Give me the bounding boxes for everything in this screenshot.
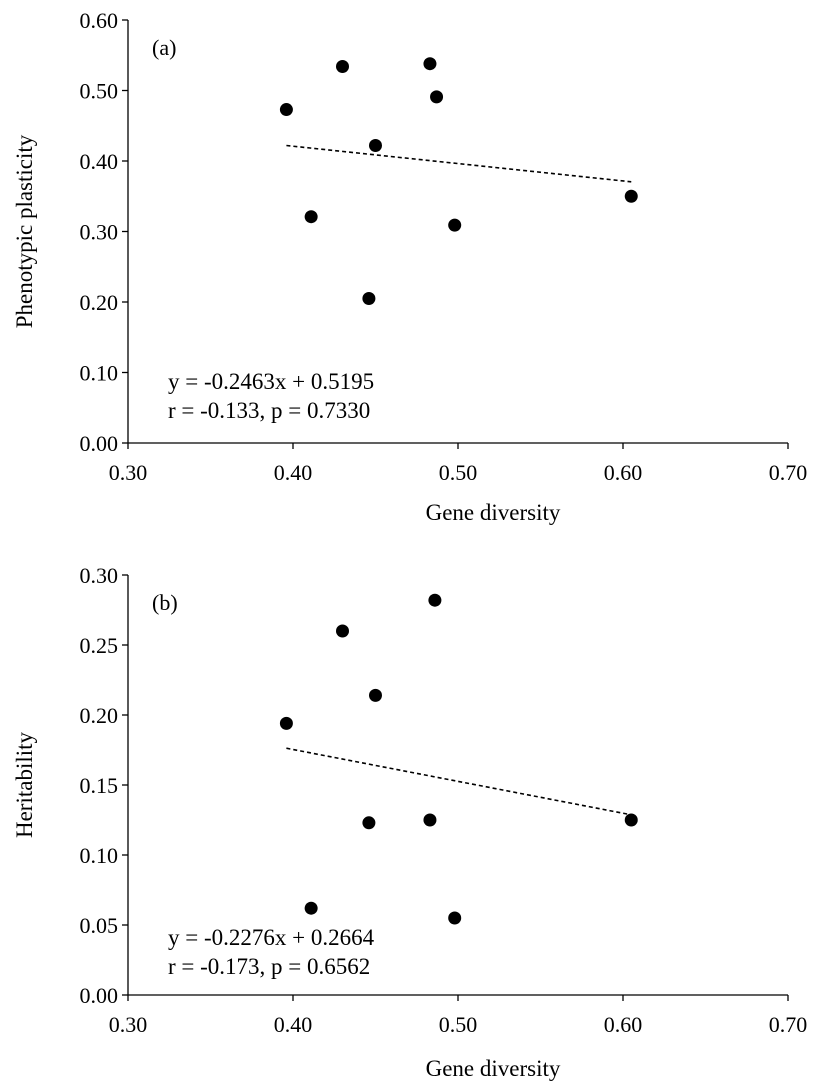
trendline <box>286 144 632 183</box>
x-tick-label: 0.50 <box>439 1012 478 1037</box>
y-tick-label: 0.30 <box>80 220 119 245</box>
trendline <box>286 747 632 816</box>
x-tick-label: 0.70 <box>769 1012 808 1037</box>
data-point <box>423 57 437 71</box>
y-axis-title: Heritability <box>12 731 37 838</box>
panel-label: (b) <box>152 590 178 615</box>
x-axis-title: Gene diversity <box>426 1056 561 1081</box>
panel-a: 0.00 0.10 0.20 0.30 0.40 0.50 0.60 0.30 0.40 0.50… <box>12 8 807 525</box>
x-tick-label: 0.30 <box>109 460 148 485</box>
x-tick-label: 0.50 <box>439 460 478 485</box>
data-point <box>624 189 638 203</box>
y-tick-label: 0.25 <box>80 633 119 658</box>
y-tick-label: 0.00 <box>80 431 119 456</box>
y-tick-label: 0.05 <box>80 913 119 938</box>
data-point <box>362 816 376 830</box>
x-tick-label: 0.60 <box>604 1012 643 1037</box>
data-point <box>279 103 293 117</box>
y-axis-title: Phenotypic plasticity <box>12 134 37 328</box>
data-point <box>336 60 349 74</box>
data-point <box>423 813 437 827</box>
data-point <box>430 90 444 104</box>
data-point <box>369 688 382 702</box>
regression-annotation: r = -0.133, p = 0.7330 <box>168 398 370 423</box>
data-point <box>279 716 293 730</box>
data-point <box>336 624 349 638</box>
x-tick-label: 0.40 <box>274 460 313 485</box>
x-axis-title: Gene diversity <box>426 500 561 525</box>
data-point <box>448 218 462 232</box>
y-tick-label: 0.40 <box>80 149 119 174</box>
x-tick-label: 0.40 <box>274 1012 313 1037</box>
y-tick-label: 0.50 <box>80 79 119 104</box>
data-point <box>304 210 318 224</box>
x-tick-label: 0.30 <box>109 1012 148 1037</box>
regression-annotation: r = -0.173, p = 0.6562 <box>168 954 370 979</box>
data-point <box>448 911 462 925</box>
x-tick-label: 0.60 <box>604 460 643 485</box>
y-tick-label: 0.10 <box>80 843 119 868</box>
y-tick-label: 0.10 <box>80 361 119 386</box>
panel-label: (a) <box>152 35 176 60</box>
regression-annotation: y = -0.2463x + 0.5195 <box>168 369 374 394</box>
data-point <box>369 138 382 152</box>
regression-annotation: y = -0.2276x + 0.2664 <box>168 925 375 950</box>
panel-b: 0.00 0.05 0.10 0.15 0.20 0.25 0.30 0.30 0.40 0.50… <box>12 563 807 1081</box>
y-tick-label: 0.15 <box>80 773 119 798</box>
x-tick-label: 0.70 <box>769 460 808 485</box>
y-tick-label: 0.00 <box>80 983 119 1008</box>
data-point <box>304 901 318 915</box>
y-tick-label: 0.60 <box>80 8 119 33</box>
data-point <box>624 813 638 827</box>
y-tick-label: 0.20 <box>80 290 119 315</box>
y-tick-label: 0.30 <box>80 563 119 588</box>
data-point <box>428 593 442 607</box>
y-tick-label: 0.20 <box>80 703 119 728</box>
data-point <box>362 291 376 305</box>
